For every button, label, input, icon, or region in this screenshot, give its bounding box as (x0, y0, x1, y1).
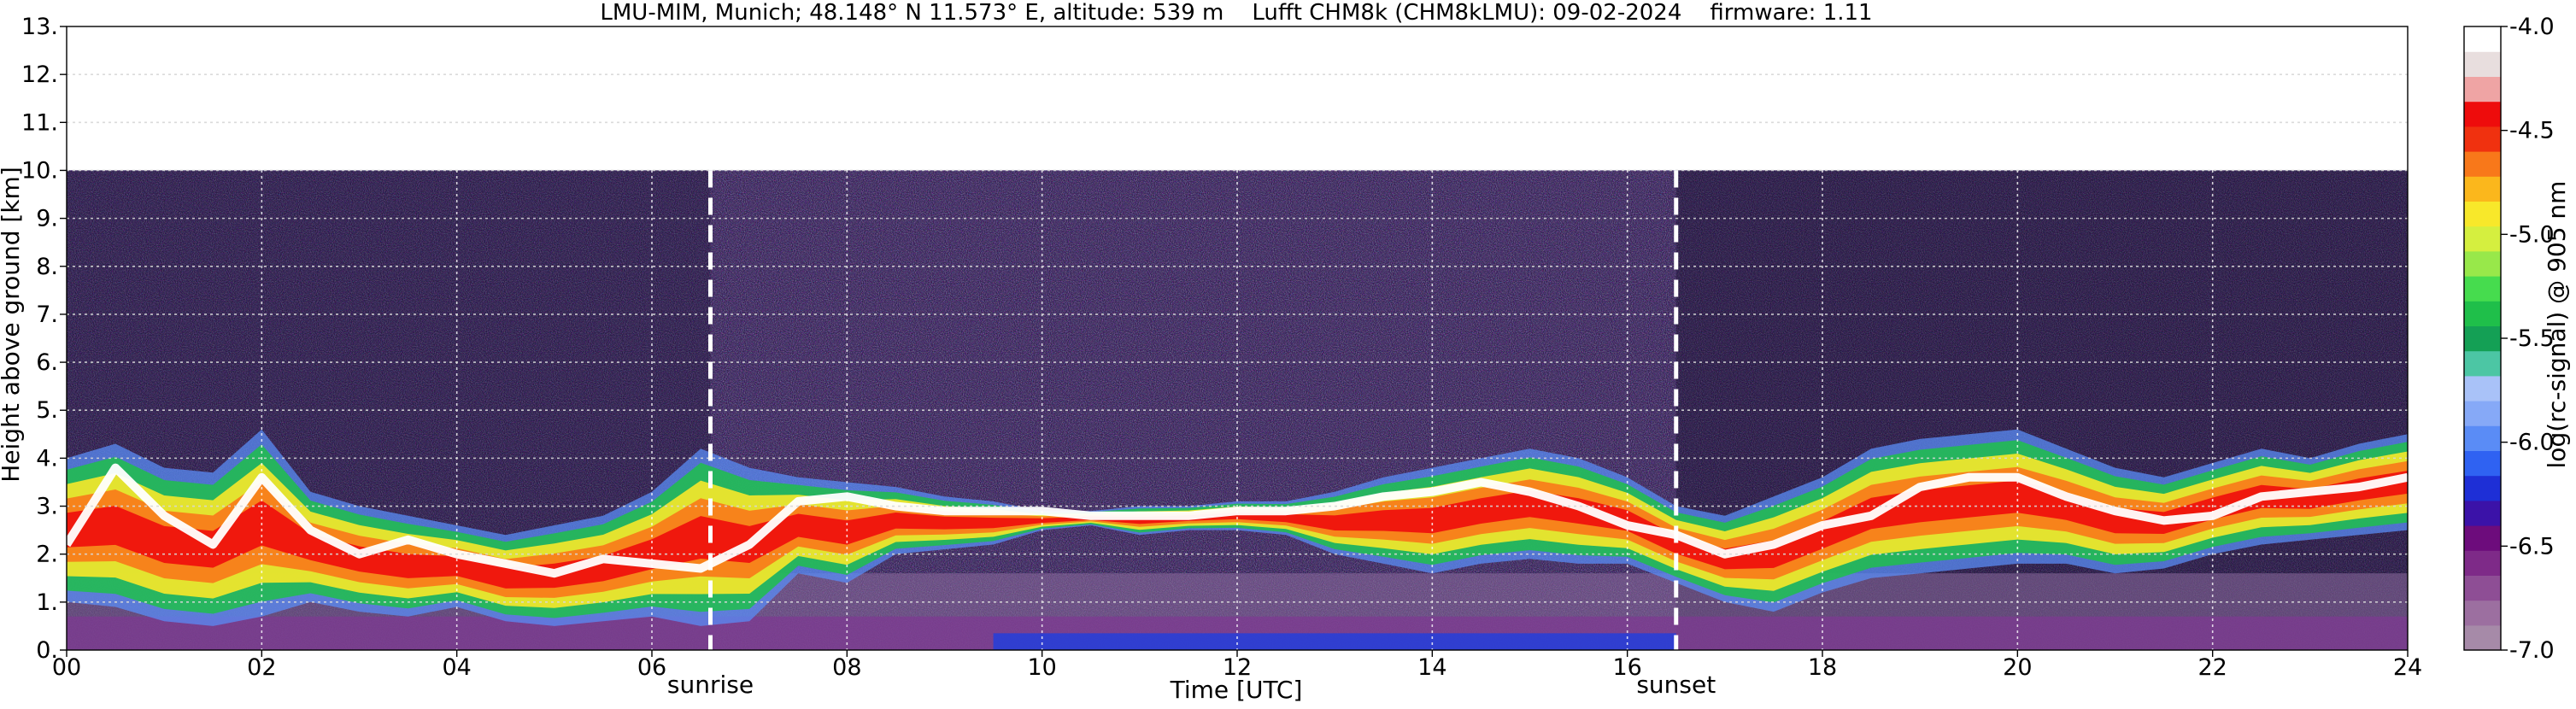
y-tick-label-9: 9. (36, 206, 58, 232)
colorbar-segment-7 (2464, 450, 2501, 477)
colorbar: -7.0 -6.5 -6.0 -5.5 -5.0 -4.5 -4.0 (2463, 14, 2555, 664)
y-tick-label-8: 8. (36, 254, 58, 280)
y-tick-label-0: 0. (36, 637, 58, 664)
x-tick-label-24: 24 (2393, 654, 2422, 681)
colorbar-tick-label-1: -6.5 (2509, 533, 2555, 560)
colorbar-segment-15 (2464, 250, 2501, 277)
colorbar-tick-label-6: -4.0 (2509, 14, 2555, 40)
y-tick-label-4: 4. (36, 445, 58, 472)
y-tick-label-6: 6. (36, 349, 58, 376)
colorbar-segment-16 (2464, 226, 2501, 252)
colorbar-segment-8 (2464, 425, 2501, 451)
x-tick-label-12: 12 (1223, 654, 1252, 681)
x-tick-label-02: 02 (247, 654, 276, 681)
y-tick-label-12: 12. (21, 62, 58, 88)
colorbar-tick-label-4: -5.0 (2509, 221, 2555, 248)
y-tick-label-10: 10. (21, 157, 58, 184)
colorbar-segment-0 (2464, 624, 2501, 651)
colorbar-tick-label-5: -4.5 (2509, 118, 2555, 144)
colorbar-segment-4 (2464, 525, 2501, 551)
colorbar-segment-1 (2464, 600, 2501, 626)
x-tick-label-06: 06 (637, 654, 666, 681)
y-tick-label-13: 13. (21, 14, 58, 40)
x-axis-label: Time [UTC] (1170, 676, 1303, 704)
chart-title: LMU-MIM, Munich; 48.148° N 11.573° E, al… (600, 0, 1872, 26)
plot-overlay: sunrise sunset 00 02 04 06 08 10 12 14 16 18 20 22 24 0… (21, 14, 2422, 699)
x-tick-label-04: 04 (442, 654, 471, 681)
x-tick-label-18: 18 (1808, 654, 1837, 681)
x-tick-label-16: 16 (1612, 654, 1641, 681)
x-tick-label-14: 14 (1417, 654, 1446, 681)
colorbar-tick-label-0: -7.0 (2509, 637, 2555, 664)
colorbar-segment-2 (2464, 575, 2501, 601)
y-tick-label-3: 3. (36, 494, 58, 520)
x-tick-label-20: 20 (2003, 654, 2032, 681)
y-tick-label-5: 5. (36, 397, 58, 424)
y-axis-label: Height above ground [km] (0, 167, 25, 483)
colorbar-segment-3 (2464, 550, 2501, 576)
y-tick-label-7: 7. (36, 302, 58, 328)
colorbar-segment-14 (2464, 276, 2501, 302)
y-tick-label-2: 2. (36, 542, 58, 568)
colorbar-segment-5 (2464, 500, 2501, 526)
y-tick-label-1: 1. (36, 589, 58, 616)
sunset-label: sunset (1636, 671, 1716, 699)
colorbar-segment-23 (2464, 51, 2501, 77)
surface-blue-band (993, 633, 1676, 650)
colorbar-segment-21 (2464, 101, 2501, 127)
x-tick-label-22: 22 (2198, 654, 2227, 681)
colorbar-segment-6 (2464, 475, 2501, 501)
colorbar-tick-label-3: -5.5 (2509, 325, 2555, 352)
colorbar-segment-24 (2464, 26, 2501, 52)
colorbar-segment-17 (2464, 201, 2501, 227)
colorbar-segment-20 (2464, 126, 2501, 152)
colorbar-segment-12 (2464, 325, 2501, 352)
colorbar-segment-13 (2464, 301, 2501, 326)
colorbar-segment-9 (2464, 401, 2501, 426)
colorbar-segment-19 (2464, 151, 2501, 177)
colorbar-segment-11 (2464, 350, 2501, 377)
y-tick-label-11: 11. (21, 109, 58, 136)
colorbar-segment-18 (2464, 176, 2501, 202)
sunrise-label: sunrise (667, 671, 754, 699)
x-tick-label-08: 08 (832, 654, 861, 681)
colorbar-segment-22 (2464, 76, 2501, 103)
colorbar-tick-label-2: -6.0 (2509, 430, 2555, 456)
colorbar-segment-10 (2464, 375, 2501, 401)
x-tick-label-10: 10 (1027, 654, 1056, 681)
colorbar-label: log(rc-signal) @ 905 nm (2543, 181, 2571, 469)
x-tick-label-00: 00 (52, 654, 81, 681)
